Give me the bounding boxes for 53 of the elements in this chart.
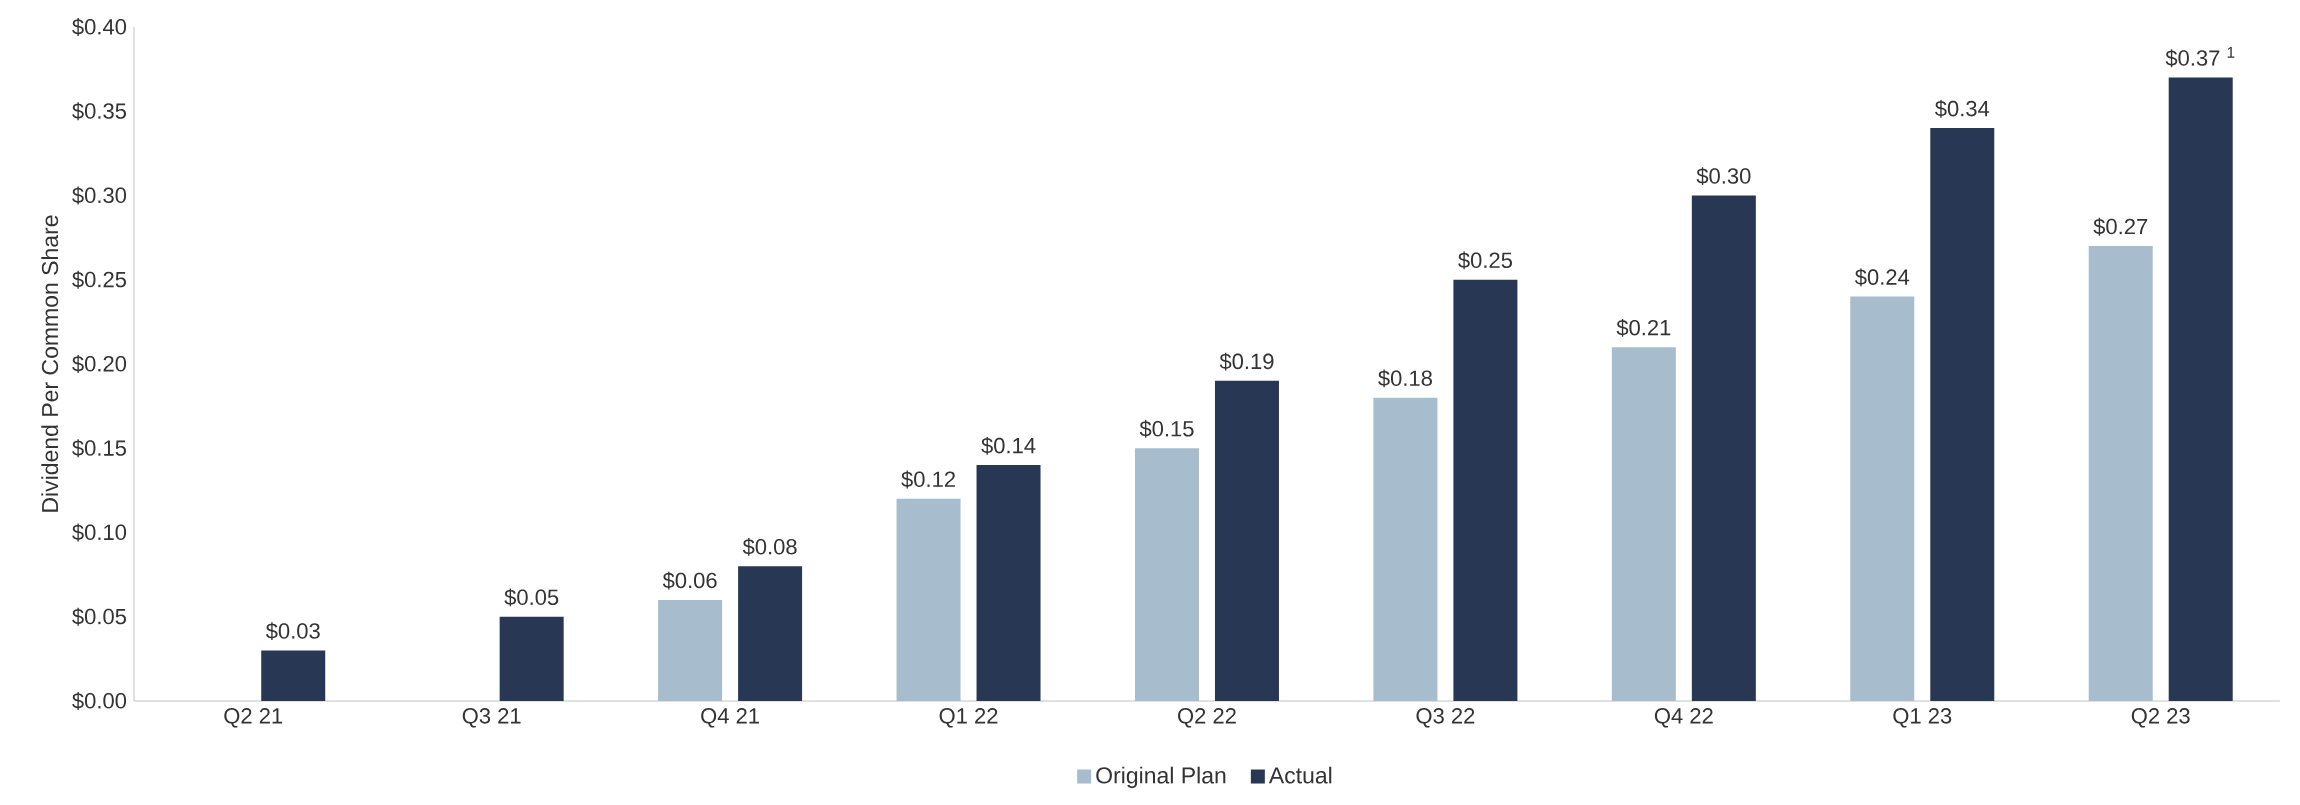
bar [1453,279,1518,701]
bar [1850,296,1915,701]
x-tick-label: Q2 22 [1178,708,1236,728]
data-label: $0.03 [265,622,320,641]
bar [2088,246,2153,701]
data-label: $0.25 [1458,251,1512,270]
x-tick-label: Q2 21 [224,708,283,728]
data-label: $0.30 [1696,167,1751,186]
bar [1214,380,1279,701]
y-tick-label: $0.10 [72,523,127,542]
bar [976,465,1041,701]
y-tick-label: $0.25 [72,270,126,289]
y-tick-label: $0.20 [72,355,127,373]
data-label: $0.12 [901,470,955,489]
bar [1611,347,1676,701]
y-tick-label: $0.05 [72,607,126,626]
data-label: $0.34 [1935,99,1990,118]
y-tick-label: $0.40 [72,18,127,36]
data-label: $0.18 [1378,369,1432,388]
y-axis-title: Dividend Per Common Share [41,215,59,512]
data-label: $0.24 [1855,268,1910,287]
legend-label: Original Plan [1096,766,1226,789]
y-tick-label: $0.35 [72,102,126,121]
x-tick-label: Q3 22 [1416,708,1475,728]
bar [261,650,326,701]
x-tick-label: Q2 23 [2131,708,2190,728]
data-label: $0.05 [504,588,559,607]
data-label: $0.06 [662,571,717,590]
data-label: $0.21 [1616,318,1671,337]
bar [1930,128,1995,701]
x-tick-label: Q1 22 [939,708,998,728]
data-label: $0.08 [742,538,797,556]
bar [738,566,803,701]
bar [1134,448,1199,701]
data-label: $0.15 [1139,420,1194,438]
y-tick-label: $0.00 [72,692,127,710]
x-tick-label: Q4 21 [701,708,759,728]
x-tick-label: Q4 22 [1654,708,1713,728]
data-label: $0.19 [1219,352,1274,371]
x-tick-label: Q1 23 [1893,708,1952,728]
x-tick-label: Q3 21 [462,708,521,728]
y-tick-label: $0.15 [72,439,126,458]
data-label: $0.37 $^{1}$ [2165,47,2235,68]
y-tick-label: $0.30 [72,186,127,205]
bar [1691,195,1756,701]
data-label: $0.27 [2093,217,2148,236]
bar [2168,77,2233,701]
bar [499,616,564,701]
bar [1373,397,1438,701]
bar [896,498,961,701]
bar [658,599,723,701]
legend-label: Actual [1268,766,1332,784]
data-label: $0.14 [981,436,1036,455]
